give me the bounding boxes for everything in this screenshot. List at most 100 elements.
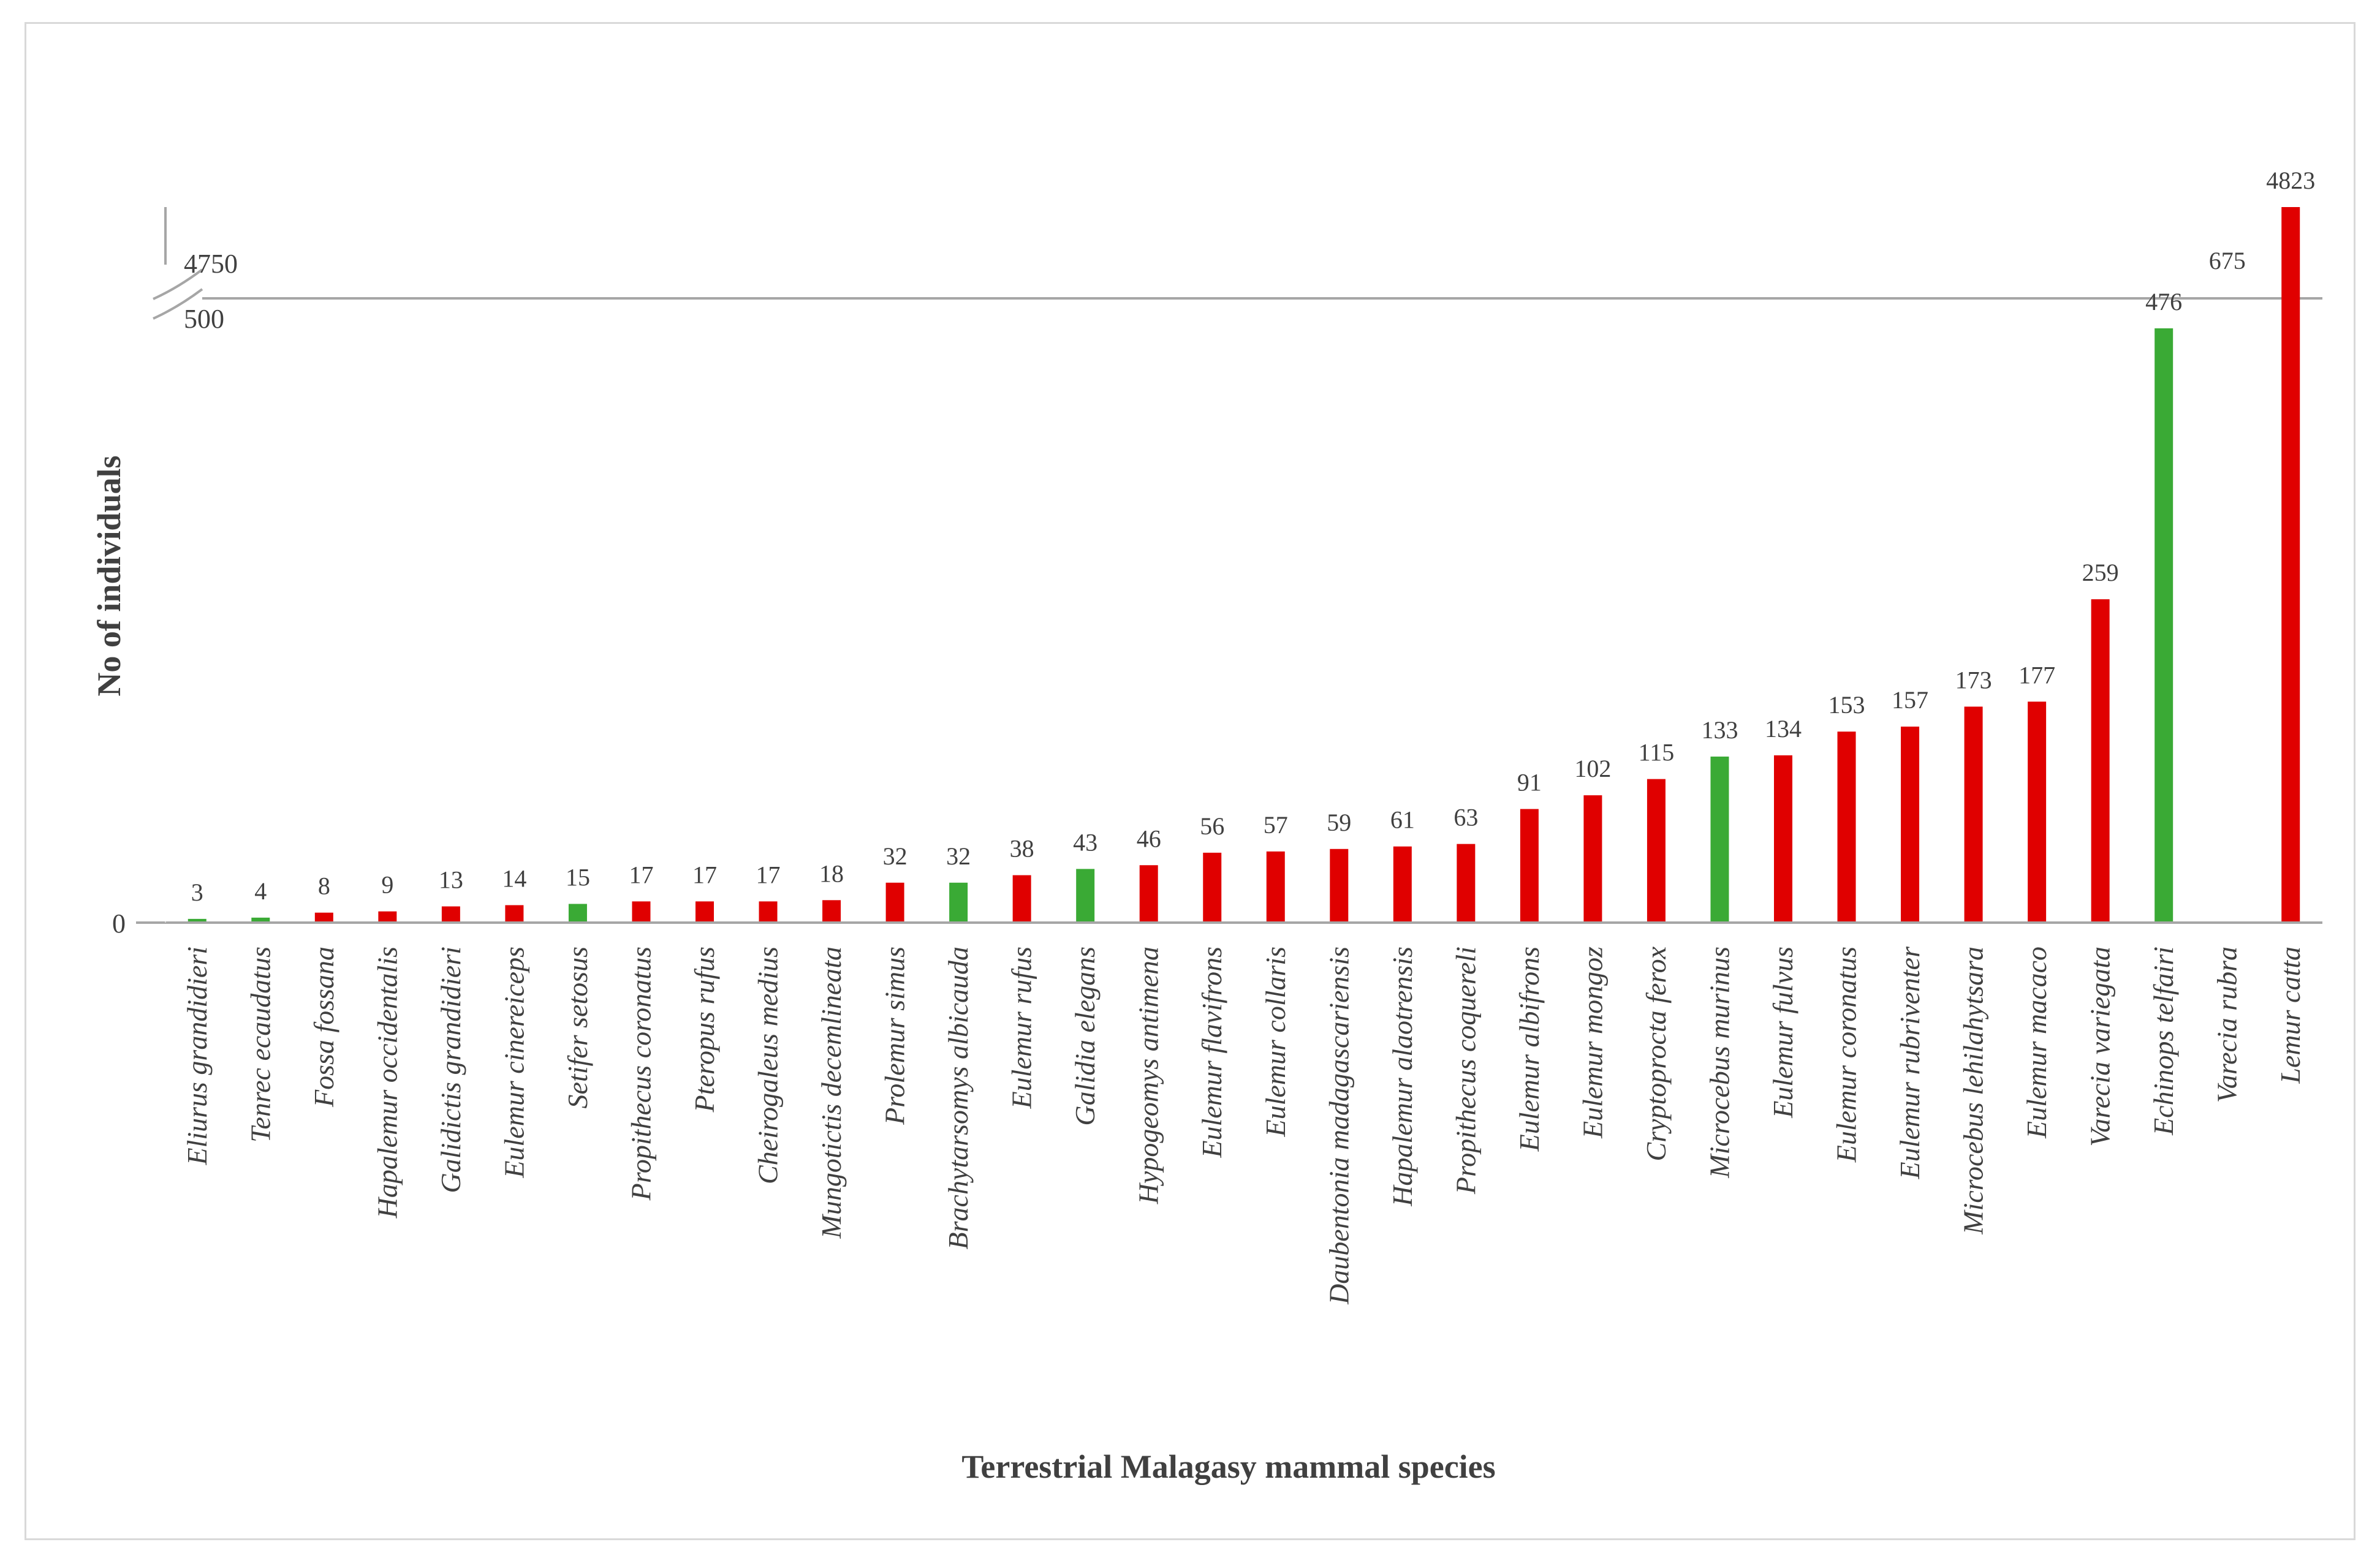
value-label-21: 91 <box>1517 769 1542 796</box>
y-axis-title: No of individuals <box>91 455 127 696</box>
bar-9 <box>759 901 778 923</box>
value-label-24: 133 <box>1701 716 1738 744</box>
value-label-15: 46 <box>1137 825 1161 852</box>
bar-22 <box>1583 795 1602 923</box>
category-label-16: Eulemur flavifrons <box>1196 947 1227 1158</box>
category-label-7: Propithecus coronatus <box>625 947 656 1201</box>
category-label-4: Galidictis grandidieri <box>435 947 466 1193</box>
value-label-27: 157 <box>1892 686 1928 714</box>
bar-3 <box>378 911 397 923</box>
category-label-0: Eliurus grandidieri <box>181 947 213 1166</box>
category-label-8: Pteropus rufus <box>689 947 720 1113</box>
bar-24 <box>1710 756 1729 923</box>
category-label-30: Varecia variegata <box>2085 947 2116 1147</box>
category-label-15: Hypogeomys antimena <box>1133 947 1164 1204</box>
bar-15 <box>1139 865 1158 923</box>
value-label-5: 14 <box>502 864 526 892</box>
value-label-2: 8 <box>318 872 330 900</box>
value-label-1: 4 <box>254 877 267 905</box>
category-label-21: Eulemur albifrons <box>1514 947 1545 1152</box>
category-label-17: Eulemur collaris <box>1260 947 1291 1137</box>
axis-break-marks <box>153 207 203 923</box>
y-tick-label-4750: 4750 <box>184 249 238 279</box>
category-labels: Eliurus grandidieri Tenrec ecaudatus Fossa… <box>181 946 2306 1305</box>
bar-12 <box>949 882 968 923</box>
bar-25 <box>1774 755 1792 923</box>
category-label-18: Daubentonia madagascariensis <box>1323 947 1354 1305</box>
bar-33 <box>2281 207 2300 923</box>
bars <box>188 207 2300 923</box>
value-label-6: 15 <box>566 863 590 891</box>
bar-23 <box>1647 779 1666 923</box>
bar-1 <box>251 917 270 923</box>
value-label-25: 134 <box>1765 715 1802 743</box>
value-label-10: 18 <box>819 860 844 887</box>
category-label-1: Tenrec ecaudatus <box>244 947 276 1143</box>
x-axis-title: Terrestrial Malagasy mammal species <box>961 1448 1495 1485</box>
value-label-22: 102 <box>1574 755 1611 782</box>
value-label-0: 3 <box>191 879 203 906</box>
category-label-19: Hapalemur alaotrensis <box>1387 947 1418 1207</box>
bar-26 <box>1837 731 1856 923</box>
bar-18 <box>1330 849 1349 923</box>
value-label-17: 57 <box>1264 811 1288 839</box>
y-tick-label-500: 500 <box>184 304 224 334</box>
category-label-13: Eulemur rufus <box>1006 947 1037 1109</box>
bar-29 <box>2028 701 2047 923</box>
category-label-14: Galidia elegans <box>1069 947 1101 1126</box>
bar-2 <box>314 912 333 923</box>
bar-5 <box>505 905 524 923</box>
value-label-7: 17 <box>629 861 653 888</box>
category-label-3: Hapalemur occidentalis <box>371 947 403 1219</box>
value-label-20: 63 <box>1453 804 1478 831</box>
value-label-32: 675 <box>2209 247 2246 274</box>
value-label-16: 56 <box>1200 812 1224 840</box>
value-labels: 3 4 8 9 13 14 15 17 17 17 18 32 32 38 43 46 56 57 59 61 63 91… <box>191 167 2315 906</box>
category-label-5: Eulemur cinereiceps <box>498 947 529 1179</box>
category-label-22: Eulemur mongoz <box>1577 947 1608 1139</box>
value-label-13: 38 <box>1010 835 1034 863</box>
category-label-10: Mungotictis decemlineata <box>816 947 847 1239</box>
value-label-30: 259 <box>2082 559 2119 586</box>
bar-4 <box>441 906 460 923</box>
bar-20 <box>1457 844 1476 923</box>
bar-21 <box>1520 809 1539 923</box>
category-label-2: Fossa fossana <box>308 947 339 1108</box>
bar-19 <box>1393 846 1412 923</box>
y-tick-label-0: 0 <box>112 909 126 939</box>
category-label-31: Echinops telfairi <box>2148 947 2179 1136</box>
category-label-23: Cryptoprocta ferox <box>1640 946 1672 1161</box>
bar-14 <box>1076 869 1095 923</box>
bar-16 <box>1203 852 1222 923</box>
category-label-20: Propithecus coquereli <box>1450 947 1481 1195</box>
value-label-8: 17 <box>692 861 717 888</box>
bar-10 <box>822 900 841 923</box>
value-label-19: 61 <box>1390 806 1415 834</box>
category-label-27: Eulemur rubriventer <box>1894 946 1925 1180</box>
bar-0 <box>188 918 207 923</box>
value-label-26: 153 <box>1829 691 1865 719</box>
value-label-28: 173 <box>1955 666 1992 694</box>
category-label-32: Varecia rubra <box>2211 947 2243 1103</box>
value-label-4: 13 <box>439 866 463 894</box>
bar-8 <box>695 901 714 923</box>
bar-6 <box>568 904 587 923</box>
bar-7 <box>632 901 651 923</box>
break-slash-upper <box>153 268 203 300</box>
category-label-25: Eulemur fulvus <box>1767 947 1798 1119</box>
category-label-33: Lemur catta <box>2275 947 2306 1084</box>
value-label-14: 43 <box>1073 828 1097 856</box>
value-label-11: 32 <box>883 842 908 870</box>
bar-28 <box>1964 706 1983 923</box>
bar-30 <box>2091 599 2110 923</box>
value-label-23: 115 <box>1639 739 1675 766</box>
value-label-12: 32 <box>946 842 971 870</box>
bar-27 <box>1901 727 1920 923</box>
value-label-3: 9 <box>381 871 393 899</box>
category-label-6: Setifer setosus <box>562 947 593 1108</box>
break-slash-lower <box>153 288 203 320</box>
value-label-29: 177 <box>2018 661 2055 689</box>
value-label-33: 4823 <box>2266 167 2315 194</box>
category-label-26: Eulemur coronatus <box>1831 947 1862 1163</box>
